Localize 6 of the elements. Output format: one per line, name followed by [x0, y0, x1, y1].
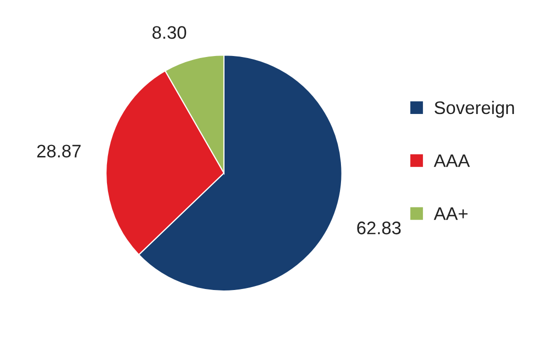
legend-label: Sovereign [434, 100, 514, 118]
legend-label: AAA [434, 154, 470, 167]
legend-label: AA+ [434, 207, 468, 220]
data-label: 8.30 [152, 26, 186, 39]
data-label: 62.83 [357, 222, 401, 234]
data-label: 28.87 [37, 144, 81, 158]
